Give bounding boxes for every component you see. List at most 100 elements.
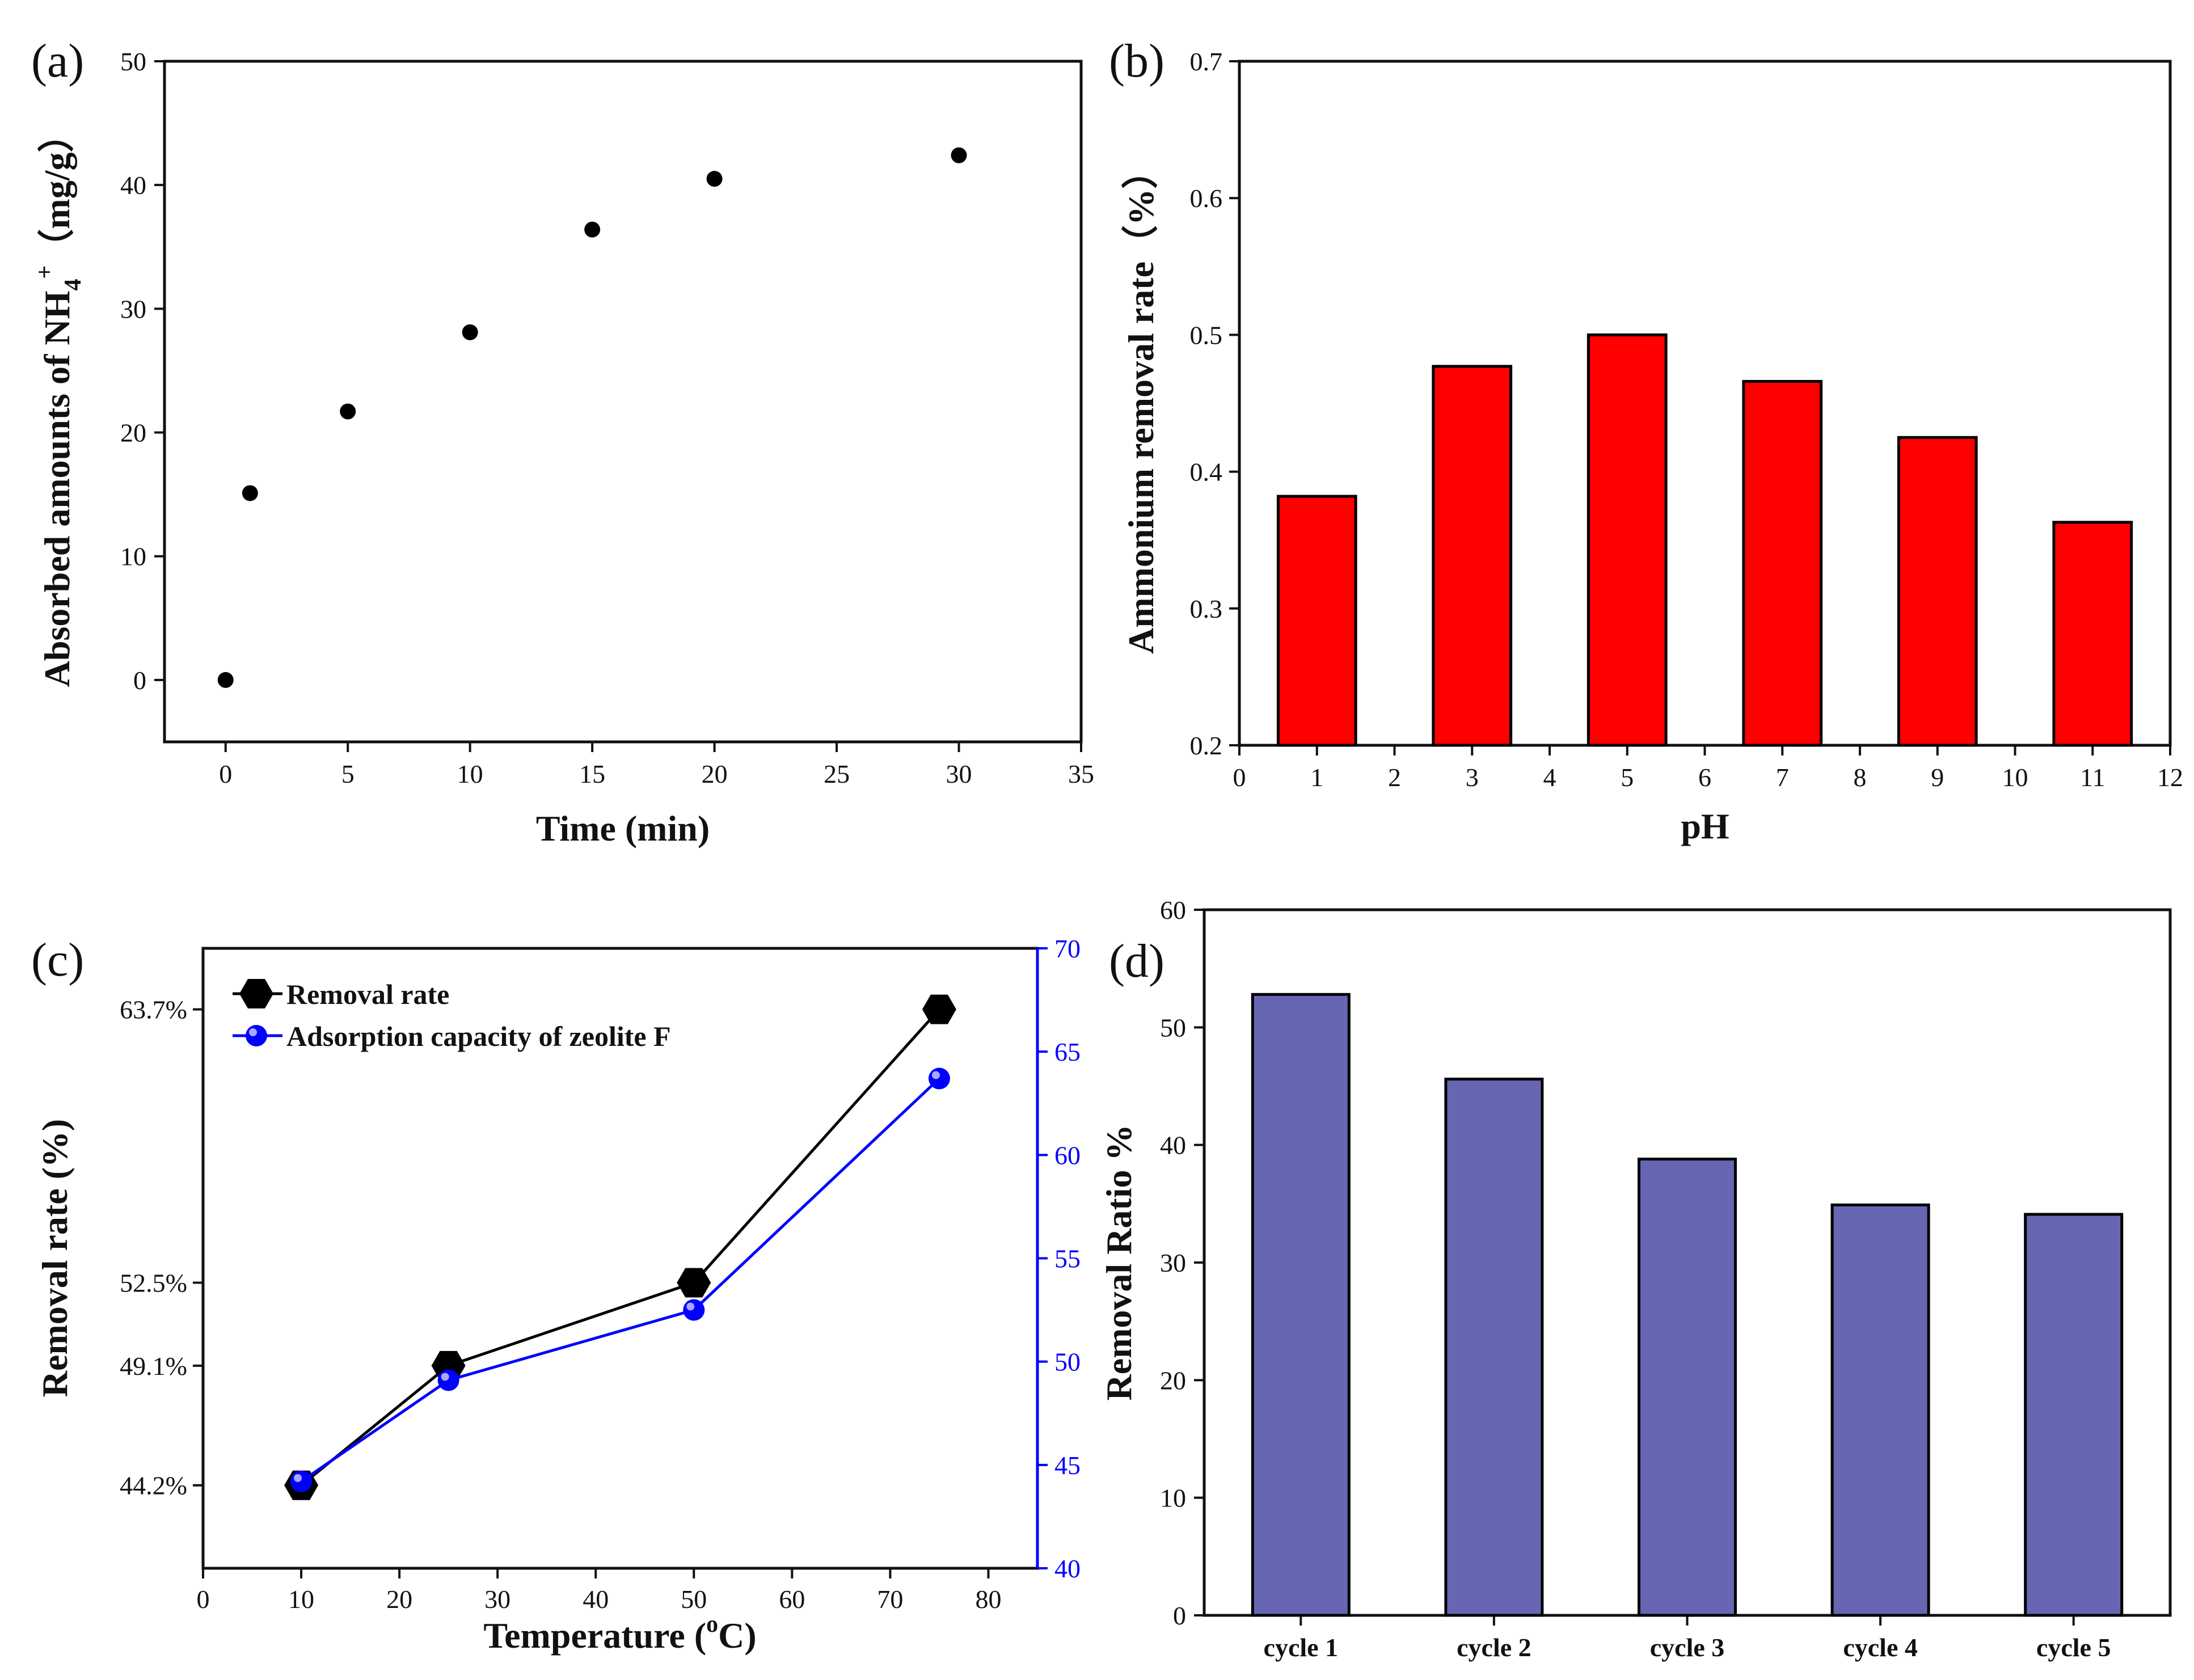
panel-c-label: (c) <box>31 934 84 986</box>
x-tick-label: 8 <box>1854 763 1867 792</box>
panel-c: (c) 0 10 20 30 40 50 60 70 80 44.2% 49.1% 52.5% 63.7… <box>31 934 1081 1656</box>
right-y-tick-label: 40 <box>1054 1554 1081 1583</box>
x-tick-label: cycle 5 <box>2036 1633 2111 1662</box>
legend-label-removal-rate: Removal rate <box>286 978 449 1010</box>
right-y-tick-label: 60 <box>1054 1141 1081 1170</box>
panel-a-ylabel-unit: （mg/g） <box>37 116 77 265</box>
panel-c-xlabel-end: C) <box>718 1615 757 1656</box>
legend-marker-adsorption-highlight <box>249 1028 257 1036</box>
adsorption-marker <box>437 1369 459 1391</box>
legend-marker-removal-rate <box>239 979 273 1008</box>
panel-c-xlabel: Temperature (oC) <box>483 1611 756 1656</box>
right-y-tick-label: 45 <box>1054 1451 1081 1480</box>
panel-b: (b) 0 1 2 3 4 5 6 7 8 9 10 11 120.20.30.40.50.60.7 p… <box>1109 35 2183 846</box>
y-tick-label: 0.4 <box>1190 458 1223 487</box>
legend: Removal rate Adsorption capacity of zeol… <box>233 978 671 1052</box>
x-tick-label: 0 <box>1233 763 1246 792</box>
legend-label-adsorption: Adsorption capacity of zeolite F <box>286 1020 671 1052</box>
y-tick-label: 0.2 <box>1190 731 1223 760</box>
x-tick-label: 80 <box>975 1585 1001 1614</box>
adsorption-marker <box>683 1299 705 1321</box>
panel-d-bars <box>1251 993 2124 1617</box>
x-tick-label: 15 <box>579 759 605 788</box>
panel-b-ylabel: Ammonium removal rate（%） <box>1121 153 1161 654</box>
right-y-tick-label: 70 <box>1054 934 1081 963</box>
x-tick-label: 10 <box>288 1585 314 1614</box>
x-tick-label: 12 <box>2157 763 2183 792</box>
x-tick-label: 60 <box>779 1585 805 1614</box>
right-y-tick-label: 50 <box>1054 1348 1081 1377</box>
panel-c-xlabel-main: Temperature ( <box>483 1615 706 1656</box>
x-tick-label: 20 <box>702 759 728 788</box>
removal-rate-marker <box>431 1350 466 1381</box>
bar <box>1742 379 1823 747</box>
data-point <box>217 672 234 688</box>
data-point <box>340 403 356 420</box>
panel-c-ylabel: Removal rate (%) <box>35 1119 75 1397</box>
removal-rate-marker <box>922 994 956 1024</box>
x-tick-label: 7 <box>1776 763 1789 792</box>
panel-b-frame <box>1238 60 2172 747</box>
y-tick-label: 10 <box>1160 1484 1186 1513</box>
y-tick-label: 50 <box>120 47 146 76</box>
panel-c-ticks: 0 10 20 30 40 50 60 70 80 44.2% 49.1% 52.5% 63.7% 40 4… <box>120 934 1081 1614</box>
bar <box>1897 436 1978 747</box>
y-tick-label: 0.7 <box>1190 47 1223 76</box>
left-y-tick-label: 52.5% <box>120 1269 187 1298</box>
x-tick-label: 5 <box>1621 763 1634 792</box>
x-tick-label: 6 <box>1698 763 1711 792</box>
panel-b-bars <box>1276 333 2133 747</box>
adsorption-marker <box>928 1067 950 1090</box>
y-tick-label: 50 <box>1160 1013 1186 1042</box>
x-tick-label: cycle 4 <box>1843 1633 1918 1662</box>
x-tick-label: 9 <box>1931 763 1944 792</box>
bar <box>1638 1158 1737 1617</box>
panel-d-ticks: 0 10 20 30 40 50 60 cycle 1 cycle 2 cycle 3 cycle … <box>1160 896 2111 1662</box>
right-y-tick-label: 55 <box>1054 1244 1081 1273</box>
y-tick-label: 30 <box>1160 1248 1186 1277</box>
x-tick-label: cycle 3 <box>1650 1633 1725 1662</box>
x-tick-label: 11 <box>2080 763 2105 792</box>
x-tick-label: cycle 2 <box>1457 1633 1531 1662</box>
bar <box>1830 1203 1930 1617</box>
panel-a-xlabel: Time (min) <box>536 808 710 849</box>
y-tick-label: 0.3 <box>1190 594 1223 623</box>
x-tick-label: 0 <box>197 1585 210 1614</box>
panel-b-label: (b) <box>1109 35 1164 87</box>
data-point <box>462 324 478 340</box>
bar <box>2024 1213 2124 1617</box>
x-tick-label: 10 <box>457 759 483 788</box>
left-y-tick-label: 63.7% <box>120 995 187 1024</box>
y-tick-label: 0 <box>1173 1601 1186 1630</box>
panel-a-ticks: 0 5 10 15 20 25 30 35 0 10 20 30 40 50 <box>120 47 1094 788</box>
bar <box>1444 1078 1544 1617</box>
panel-a-ylabel-sub: 4 <box>60 279 86 291</box>
removal-rate-line <box>300 1008 940 1487</box>
y-tick-label: 0 <box>133 666 146 695</box>
adsorption-marker-highlight <box>294 1474 302 1482</box>
x-tick-label: 10 <box>2002 763 2028 792</box>
x-tick-label: 3 <box>1466 763 1479 792</box>
panel-a-label: (a) <box>31 35 84 87</box>
bar <box>1276 495 1357 747</box>
bar <box>1432 365 1513 747</box>
panel-a: (a) 0 5 10 15 20 25 30 35 0 10 20 30 40 50 Time (min)… <box>31 35 1094 849</box>
x-tick-label: 30 <box>484 1585 510 1614</box>
adsorption-marker-highlight <box>441 1373 449 1381</box>
panel-a-ylabel: Absorbed amounts of NH4+（mg/g） <box>32 116 86 687</box>
y-tick-label: 60 <box>1160 896 1186 925</box>
x-tick-label: 30 <box>946 759 972 788</box>
y-tick-label: 40 <box>1160 1131 1186 1160</box>
panel-b-xlabel: pH <box>1681 806 1729 846</box>
y-tick-label: 10 <box>120 542 146 571</box>
y-tick-label: 0.5 <box>1190 320 1223 349</box>
y-tick-label: 40 <box>120 171 146 200</box>
x-tick-label: 20 <box>386 1585 412 1614</box>
x-tick-label: 0 <box>219 759 232 788</box>
y-tick-label: 0.6 <box>1190 184 1223 213</box>
left-y-tick-label: 49.1% <box>120 1352 187 1381</box>
data-point <box>242 485 258 501</box>
panel-d-label: (d) <box>1109 935 1164 987</box>
panel-d: (d) 0 10 20 30 40 50 60 cycle 1 cycle 2 cycle 3 cy… <box>1099 896 2172 1662</box>
